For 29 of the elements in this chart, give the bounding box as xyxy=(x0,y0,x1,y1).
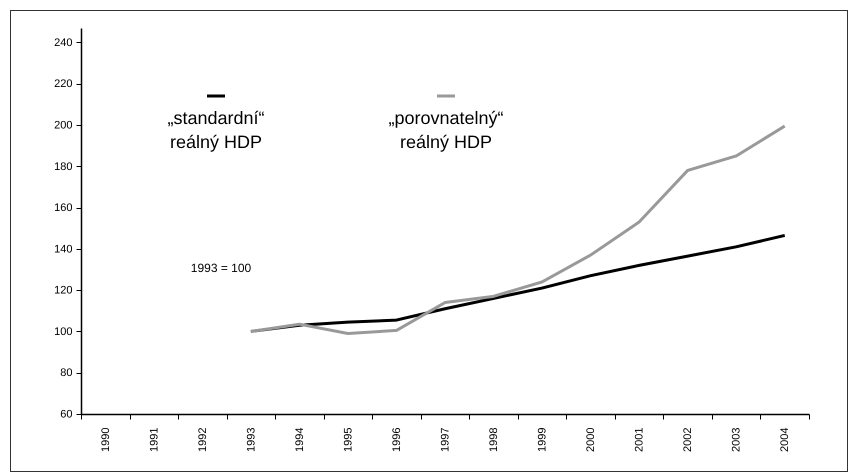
y-tick-label: 60 xyxy=(60,408,72,420)
y-tick-label: 240 xyxy=(54,36,72,49)
y-tick-label: 140 xyxy=(54,243,72,256)
x-tick-label: 1998 xyxy=(488,428,500,452)
y-tick-label: 220 xyxy=(54,78,72,90)
y-tick-label: 180 xyxy=(54,160,72,173)
x-tick-label: 1993 xyxy=(245,428,258,452)
y-tick-label: 160 xyxy=(54,202,72,214)
x-tick-label: 1991 xyxy=(148,428,160,452)
chart-frame: 1990 1991 1992 1993 1994 1995 1996 1997 1998 1999 2000 2001 2002 2003 2004 60 80 100 120 140 160 180 200 220 240 „standardní“ reálný HDP „porovnatelný“ reálný HDP 1993 = 100 xyxy=(10,10,848,472)
x-tick-label: 1999 xyxy=(536,428,549,452)
x-tick-label: 2000 xyxy=(585,428,598,452)
x-tick-label: 1990 xyxy=(100,428,112,452)
x-tick-label: 2004 xyxy=(779,428,792,452)
legend-label: „porovnatelný“ reálný HDP xyxy=(388,108,504,152)
x-tick-label: 1994 xyxy=(294,428,306,452)
y-tick-label: 80 xyxy=(60,367,72,380)
x-tick-label: 1997 xyxy=(440,428,452,452)
y-tick-label: 200 xyxy=(54,120,72,132)
x-tick-label: 2003 xyxy=(730,428,743,452)
annotation: 1993 = 100 xyxy=(190,261,252,275)
legend-label: „standardní“ reálný HDP xyxy=(167,108,265,152)
x-tick-label: 1995 xyxy=(342,428,354,452)
x-tick-label: 1992 xyxy=(196,428,209,452)
x-tick-label: 1996 xyxy=(390,428,403,452)
x-tick-label: 2002 xyxy=(682,428,694,452)
x-tick-label: 2001 xyxy=(634,428,646,452)
y-tick-label: 100 xyxy=(54,326,72,338)
y-tick-label: 120 xyxy=(54,284,72,297)
